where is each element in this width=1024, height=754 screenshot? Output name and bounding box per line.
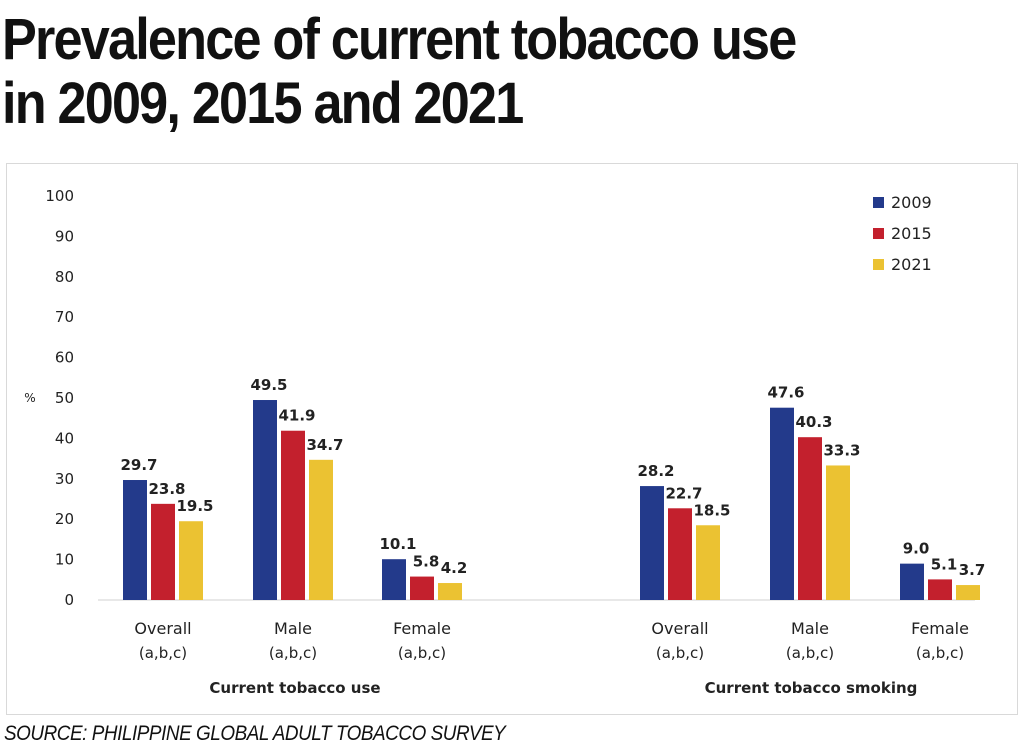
source-note: SOURCE: PHILIPPINE GLOBAL ADULT TOBACCO … [4, 722, 506, 745]
data-label: 5.1 [931, 555, 958, 573]
y-axis-label: % [24, 391, 35, 405]
bar-2009 [123, 480, 147, 600]
title-line-1: Prevalence of current tobacco use [2, 7, 797, 72]
data-label: 47.6 [767, 384, 804, 402]
data-label: 10.1 [379, 535, 416, 553]
data-label: 9.0 [903, 540, 930, 558]
data-label: 29.7 [120, 456, 157, 474]
y-tick-label: 10 [55, 551, 74, 569]
bar-2009 [382, 559, 406, 600]
data-label: 33.3 [823, 441, 860, 459]
category-sublabel: (a,b,c) [398, 644, 446, 662]
group-label: Current tobacco use [209, 679, 380, 697]
category-sublabel: (a,b,c) [916, 644, 964, 662]
y-tick-label: 50 [55, 389, 74, 407]
y-tick-label: 40 [55, 429, 74, 447]
legend-swatch-2021 [873, 259, 884, 270]
bar-2015 [281, 430, 305, 600]
group-label: Current tobacco smoking [705, 679, 918, 697]
chart-title: Prevalence of current tobacco use in 200… [2, 7, 797, 136]
bar-2015 [928, 579, 952, 600]
y-tick-label: 20 [55, 510, 74, 528]
category-label: Male [274, 619, 312, 638]
bar-2021 [309, 459, 333, 600]
category-label: Female [911, 619, 969, 638]
y-tick-label: 70 [55, 308, 74, 326]
data-label: 34.7 [306, 436, 343, 454]
bar-2015 [410, 576, 434, 600]
chart-frame [6, 163, 1018, 715]
title-line-2: in 2009, 2015 and 2021 [2, 71, 524, 136]
bar-2015 [798, 437, 822, 600]
bar-2021 [956, 585, 980, 600]
category-label: Male [791, 619, 829, 638]
data-label: 41.9 [278, 407, 315, 425]
category-label: Overall [651, 619, 708, 638]
data-label: 18.5 [693, 501, 730, 519]
bar-2021 [438, 583, 462, 600]
category-label: Female [393, 619, 451, 638]
legend-swatch-2015 [873, 228, 884, 239]
bar-2009 [770, 407, 794, 600]
bar-2015 [668, 508, 692, 600]
bar-2009 [253, 400, 277, 600]
data-label: 22.7 [665, 484, 702, 502]
bar-2009 [900, 563, 924, 600]
category-label: Overall [134, 619, 191, 638]
data-label: 23.8 [148, 480, 185, 498]
y-tick-label: 0 [64, 591, 74, 609]
bar-2021 [179, 521, 203, 600]
legend-swatch-2009 [873, 197, 884, 208]
category-sublabel: (a,b,c) [269, 644, 317, 662]
data-label: 5.8 [413, 553, 440, 571]
legend-label-2021: 2021 [891, 255, 932, 274]
category-sublabel: (a,b,c) [139, 644, 187, 662]
bar-2009 [640, 486, 664, 600]
category-sublabel: (a,b,c) [656, 644, 704, 662]
data-label: 19.5 [176, 497, 213, 515]
y-tick-label: 100 [45, 187, 74, 205]
data-label: 28.2 [637, 462, 674, 480]
y-tick-label: 30 [55, 470, 74, 488]
data-label: 49.5 [250, 376, 287, 394]
legend-label-2015: 2015 [891, 224, 932, 243]
y-tick-label: 60 [55, 349, 74, 367]
bar-2021 [696, 525, 720, 600]
category-sublabel: (a,b,c) [786, 644, 834, 662]
data-label: 40.3 [795, 413, 832, 431]
bar-2015 [151, 503, 175, 600]
data-label: 4.2 [441, 559, 468, 577]
bar-2021 [826, 465, 850, 600]
legend-label-2009: 2009 [891, 193, 932, 212]
y-tick-label: 80 [55, 268, 74, 286]
y-tick-label: 90 [55, 227, 74, 245]
data-label: 3.7 [959, 561, 986, 579]
